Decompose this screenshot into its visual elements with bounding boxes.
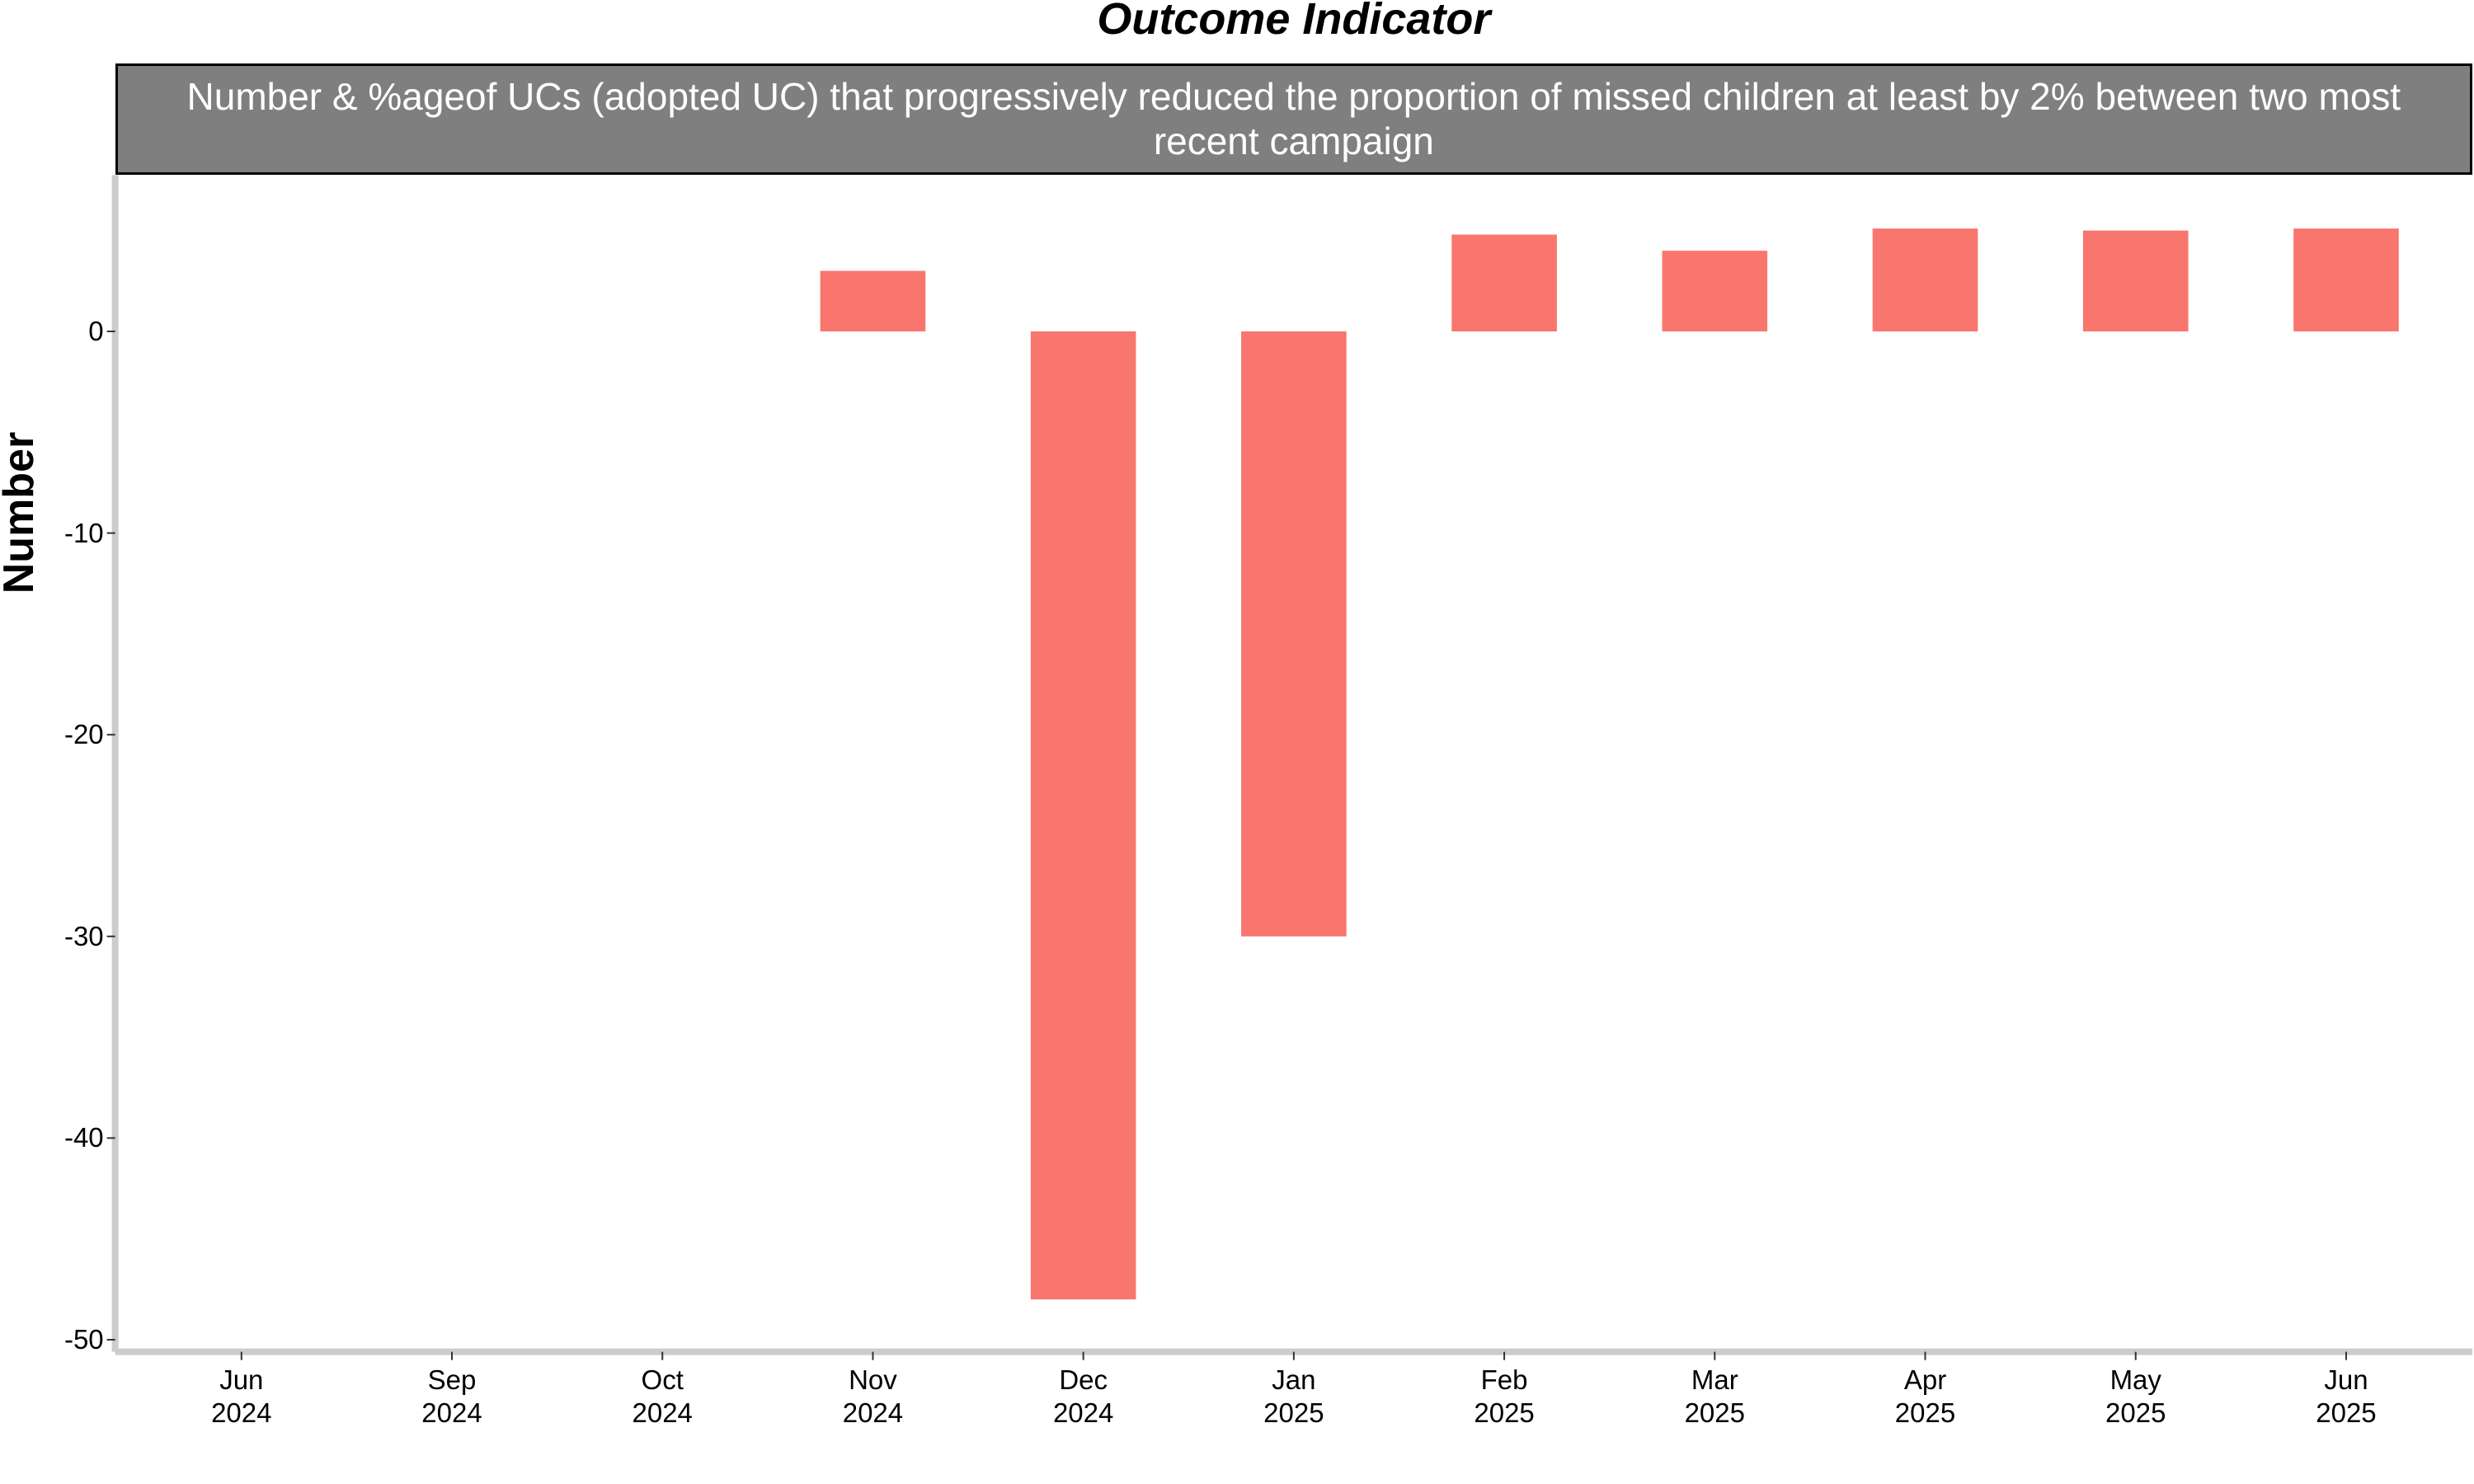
y-tick-label: -20 (63, 719, 104, 750)
chart-subtitle: Number & %ageof UCs (adopted UC) that pr… (115, 63, 2473, 176)
x-tick-label: Jan 2025 (1263, 1364, 1324, 1428)
bar (1662, 251, 1768, 331)
x-tick-label: May 2025 (2105, 1364, 2166, 1428)
x-tick-label: Nov 2024 (842, 1364, 904, 1428)
x-tick-label: Apr 2025 (1894, 1364, 1956, 1428)
x-tick-label: Sep 2024 (421, 1364, 482, 1428)
x-tick-label: Mar 2025 (1684, 1364, 1745, 1428)
y-tick-label: -30 (63, 920, 104, 951)
y-axis-label: Number (0, 431, 43, 594)
x-tick-label: Dec 2024 (1052, 1364, 1114, 1428)
bar (1241, 331, 1347, 937)
bar (820, 270, 926, 331)
bar (2293, 228, 2399, 331)
chart-title: Outcome Indicator (1097, 0, 1491, 44)
x-tick-label: Jun 2025 (2316, 1364, 2377, 1428)
x-tick-label: Feb 2025 (1474, 1364, 1535, 1428)
x-tick-label: Jun 2024 (211, 1364, 272, 1428)
bar (1451, 234, 1557, 331)
y-tick-label: -10 (63, 517, 104, 548)
x-tick-label: Oct 2024 (632, 1364, 693, 1428)
y-tick-label: -50 (63, 1323, 104, 1355)
y-tick-label: -40 (63, 1122, 104, 1153)
bar (2082, 230, 2189, 331)
bar (1030, 331, 1136, 1300)
bar (1872, 228, 1978, 331)
y-tick-label: 0 (88, 315, 104, 346)
